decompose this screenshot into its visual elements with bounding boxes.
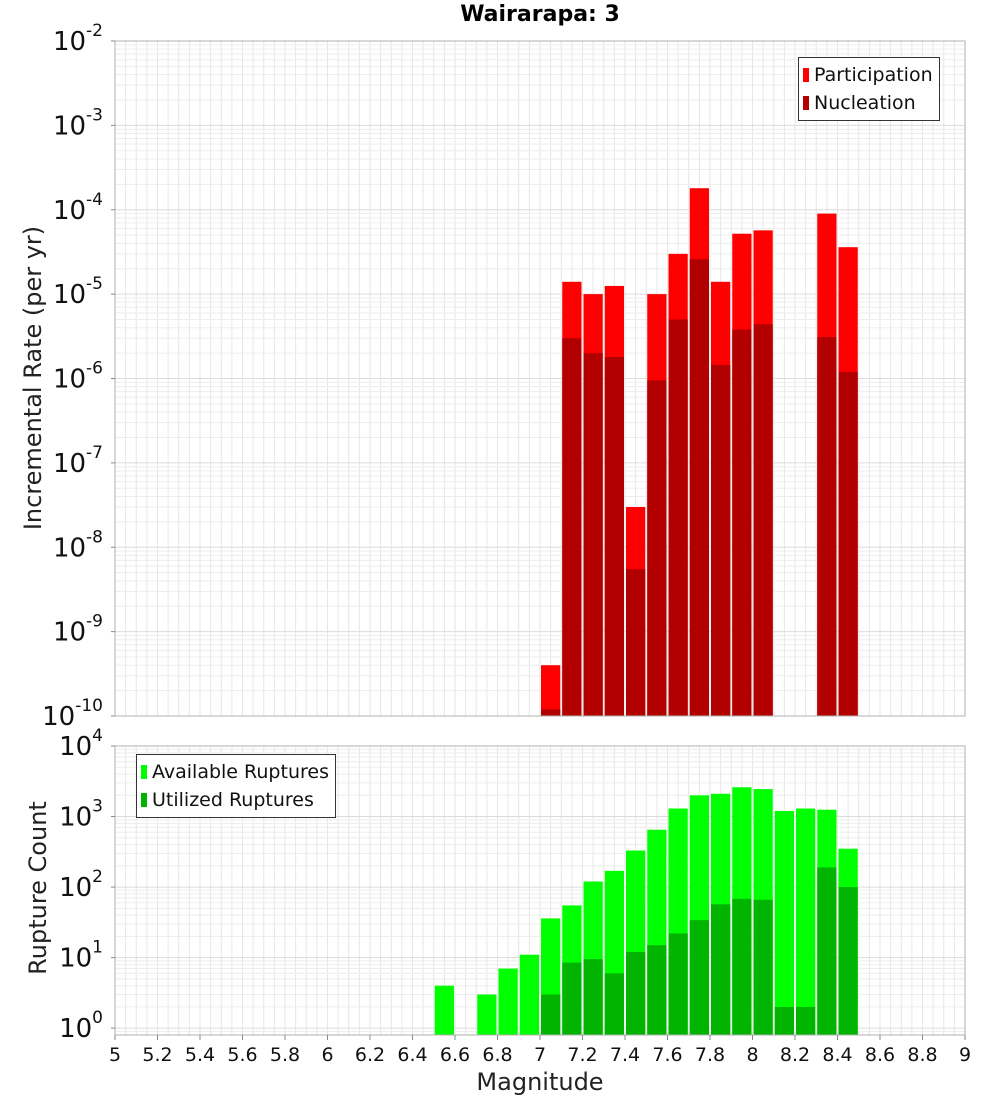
legend-swatch-available [141, 765, 147, 779]
x-tick-label: 6 [321, 1044, 333, 1066]
top-bar-participation [541, 665, 561, 716]
top-legend: Participation Nucleation [798, 57, 940, 121]
legend-item-available: Available Ruptures [141, 758, 329, 786]
top-y-tick-label: 10-4 [53, 190, 103, 226]
x-tick-label: 7.6 [652, 1044, 682, 1066]
bottom-bar-utilized-ruptures [689, 920, 709, 1035]
top-bar-nucleation [583, 353, 603, 716]
top-y-axis-label: Incremental Rate (per yr) [19, 225, 47, 531]
x-tick-label: 5.8 [270, 1044, 300, 1066]
x-tick-label: 8.6 [865, 1044, 895, 1066]
x-tick-label: 8.8 [907, 1044, 937, 1066]
x-tick-label: 7.4 [610, 1044, 640, 1066]
x-tick-label: 5 [109, 1044, 121, 1066]
bottom-bar-utilized-ruptures [732, 898, 752, 1035]
bottom-bar-utilized-ruptures [647, 945, 667, 1035]
bottom-y-tick-label: 100 [59, 1008, 103, 1044]
top-y-tick-label: 10-10 [42, 696, 103, 732]
bottom-bar-utilized-ruptures [668, 933, 688, 1035]
bottom-y-axis-label: Rupture Count [24, 801, 52, 975]
bottom-bar-available-ruptures [774, 810, 794, 1035]
legend-swatch-participation [803, 68, 809, 82]
legend-item-nucleation: Nucleation [803, 89, 933, 117]
bottom-bar-available-ruptures [477, 994, 497, 1035]
bottom-bar-utilized-ruptures [774, 1006, 794, 1035]
top-bar-nucleation [689, 259, 709, 716]
x-tick-label: 5.4 [185, 1044, 215, 1066]
legend-item-utilized: Utilized Ruptures [141, 786, 329, 814]
bottom-bar-utilized-ruptures [838, 887, 858, 1035]
top-bar-nucleation [541, 709, 561, 716]
top-y-tick-label: 10-9 [53, 612, 103, 648]
x-tick-label: 9 [959, 1044, 971, 1066]
x-tick-label: 6.8 [482, 1044, 512, 1066]
top-y-tick-label: 10-8 [53, 527, 103, 563]
bottom-y-tick-label: 102 [59, 867, 103, 903]
legend-item-participation: Participation [803, 61, 933, 89]
top-bar-nucleation [626, 569, 646, 716]
chart-title: Wairarapa: 3 [460, 2, 620, 27]
bottom-y-tick-label: 103 [59, 797, 103, 833]
bottom-bar-utilized-ruptures [753, 899, 773, 1035]
bottom-bar-utilized-ruptures [583, 959, 603, 1035]
bottom-bar-available-ruptures [796, 808, 816, 1035]
top-bar-nucleation [604, 356, 624, 716]
legend-label-available: Available Ruptures [152, 761, 329, 783]
bottom-bar-available-ruptures [434, 985, 454, 1035]
x-tick-label: 8.2 [780, 1044, 810, 1066]
x-tick-label: 7.2 [567, 1044, 597, 1066]
x-tick-label: 6.6 [440, 1044, 470, 1066]
x-tick-label: 5.6 [227, 1044, 257, 1066]
bottom-y-tick-label: 101 [59, 938, 103, 974]
x-tick-label: 6.4 [397, 1044, 427, 1066]
x-tick-label: 7 [534, 1044, 546, 1066]
bottom-bar-utilized-ruptures [604, 973, 624, 1035]
bottom-bar-utilized-ruptures [817, 867, 837, 1035]
top-bar-nucleation [562, 338, 582, 716]
legend-swatch-utilized [141, 793, 147, 807]
bottom-bar-utilized-ruptures [541, 994, 561, 1035]
top-y-tick-label: 10-6 [53, 359, 103, 395]
top-y-tick-label: 10-7 [53, 443, 103, 479]
top-bar-nucleation [753, 324, 773, 716]
bottom-bar-utilized-ruptures [796, 1006, 816, 1035]
top-bar-nucleation [732, 329, 752, 716]
top-bar-nucleation [838, 371, 858, 716]
top-y-tick-label: 10-3 [53, 105, 103, 141]
top-bar-nucleation [817, 337, 837, 716]
x-tick-label: 5.2 [142, 1044, 172, 1066]
legend-label-utilized: Utilized Ruptures [152, 789, 314, 811]
x-tick-label: 7.8 [695, 1044, 725, 1066]
bottom-bar-utilized-ruptures [562, 962, 582, 1035]
legend-swatch-nucleation [803, 96, 809, 110]
top-bar-nucleation [668, 319, 688, 716]
x-axis-label: Magnitude [476, 1068, 604, 1096]
x-tick-label: 6.2 [355, 1044, 385, 1066]
top-y-tick-label: 10-2 [53, 21, 103, 57]
top-gridlines [114, 40, 966, 717]
x-tick-label: 8.4 [822, 1044, 852, 1066]
bottom-bar-utilized-ruptures [626, 952, 646, 1035]
bottom-y-tick-label: 104 [59, 726, 103, 762]
bottom-bar-utilized-ruptures [711, 904, 731, 1035]
bottom-bar-available-ruptures [519, 954, 539, 1035]
legend-label-participation: Participation [814, 64, 933, 86]
x-tick-label: 8 [746, 1044, 758, 1066]
bottom-bar-available-ruptures [498, 968, 518, 1035]
bottom-legend: Available Ruptures Utilized Ruptures [136, 754, 336, 818]
legend-label-nucleation: Nucleation [814, 92, 916, 114]
top-bar-nucleation [647, 380, 667, 716]
top-bar-nucleation [711, 364, 731, 716]
top-y-tick-label: 10-5 [53, 274, 103, 310]
